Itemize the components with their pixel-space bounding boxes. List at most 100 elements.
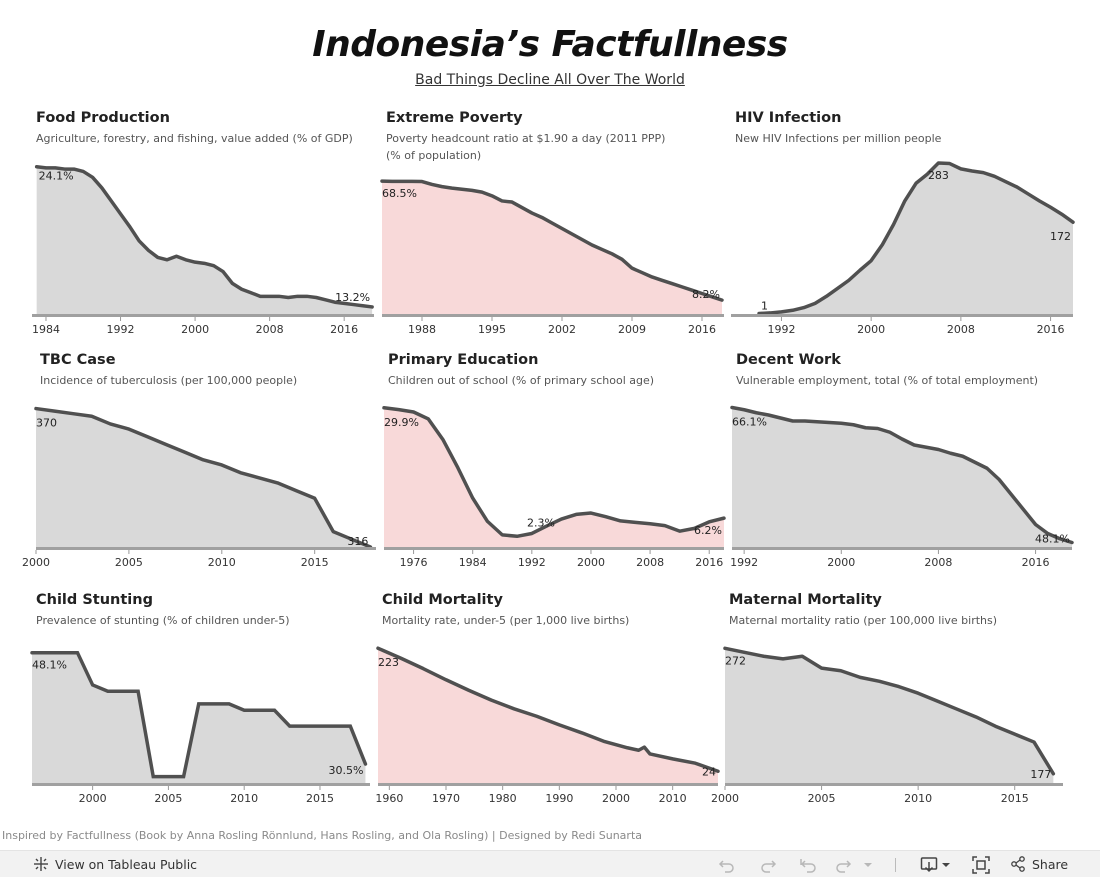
data-point[interactable] bbox=[1032, 740, 1036, 744]
fullscreen-icon[interactable] bbox=[972, 856, 990, 874]
data-point[interactable] bbox=[1015, 185, 1019, 189]
data-point[interactable] bbox=[314, 296, 318, 300]
data-point[interactable] bbox=[560, 226, 564, 230]
data-point[interactable] bbox=[824, 294, 828, 298]
data-point[interactable] bbox=[183, 450, 187, 454]
data-point[interactable] bbox=[440, 185, 444, 189]
data-point[interactable] bbox=[197, 702, 201, 706]
data-point[interactable] bbox=[512, 707, 516, 711]
series-line[interactable] bbox=[730, 405, 1074, 545]
data-point[interactable] bbox=[935, 699, 939, 703]
data-point[interactable] bbox=[530, 211, 534, 215]
data-point[interactable] bbox=[230, 281, 234, 285]
forward-icon[interactable] bbox=[835, 856, 853, 874]
data-point[interactable] bbox=[182, 775, 186, 779]
data-point[interactable] bbox=[540, 215, 544, 219]
data-point[interactable] bbox=[146, 248, 150, 252]
data-point[interactable] bbox=[716, 769, 720, 773]
data-point[interactable] bbox=[803, 419, 807, 423]
data-point[interactable] bbox=[936, 448, 940, 452]
data-point[interactable] bbox=[839, 421, 843, 425]
data-point[interactable] bbox=[108, 422, 112, 426]
data-point[interactable] bbox=[286, 296, 290, 300]
data-point[interactable] bbox=[580, 731, 584, 735]
data-point[interactable] bbox=[650, 275, 654, 279]
data-point[interactable] bbox=[802, 306, 806, 310]
data-point[interactable] bbox=[813, 301, 817, 305]
data-point[interactable] bbox=[864, 426, 868, 430]
data-point[interactable] bbox=[382, 406, 386, 410]
data-point[interactable] bbox=[791, 308, 795, 312]
data-point[interactable] bbox=[520, 206, 524, 210]
data-point[interactable] bbox=[221, 270, 225, 274]
data-point[interactable] bbox=[313, 496, 317, 500]
data-point[interactable] bbox=[485, 519, 489, 523]
data-point[interactable] bbox=[791, 419, 795, 423]
data-point[interactable] bbox=[742, 408, 746, 412]
data-point[interactable] bbox=[212, 264, 216, 268]
series-line[interactable] bbox=[34, 164, 374, 309]
data-point[interactable] bbox=[456, 466, 460, 470]
data-point[interactable] bbox=[570, 232, 574, 236]
data-point[interactable] bbox=[949, 451, 953, 455]
data-point[interactable] bbox=[948, 162, 952, 166]
data-point[interactable] bbox=[348, 724, 352, 728]
data-point[interactable] bbox=[869, 259, 873, 263]
data-point[interactable] bbox=[34, 407, 38, 411]
data-point[interactable] bbox=[535, 714, 539, 718]
data-point[interactable] bbox=[421, 667, 425, 671]
data-point[interactable] bbox=[81, 169, 85, 173]
data-point[interactable] bbox=[993, 174, 997, 178]
data-point[interactable] bbox=[730, 406, 734, 410]
dashboard-subtitle[interactable]: Bad Things Decline All Over The World bbox=[415, 72, 685, 88]
data-point[interactable] bbox=[648, 522, 652, 526]
data-point[interactable] bbox=[376, 646, 380, 650]
data-point[interactable] bbox=[880, 243, 884, 247]
data-point[interactable] bbox=[858, 675, 862, 679]
data-point[interactable] bbox=[184, 258, 188, 262]
data-point[interactable] bbox=[680, 285, 684, 289]
data-point[interactable] bbox=[268, 294, 272, 298]
data-point[interactable] bbox=[847, 278, 851, 282]
share-button[interactable]: Share bbox=[1010, 856, 1068, 872]
data-point[interactable] bbox=[981, 171, 985, 175]
data-point[interactable] bbox=[900, 437, 904, 441]
view-on-tableau-button[interactable]: View on Tableau Public bbox=[33, 856, 197, 872]
data-point[interactable] bbox=[820, 666, 824, 670]
data-point[interactable] bbox=[240, 287, 244, 291]
data-point[interactable] bbox=[324, 298, 328, 302]
data-point[interactable] bbox=[467, 688, 471, 692]
data-point[interactable] bbox=[227, 702, 231, 706]
data-point[interactable] bbox=[625, 746, 629, 750]
data-point[interactable] bbox=[1013, 732, 1017, 736]
series-line[interactable] bbox=[382, 406, 726, 539]
data-point[interactable] bbox=[936, 161, 940, 165]
data-point[interactable] bbox=[766, 413, 770, 417]
data-point[interactable] bbox=[1070, 541, 1074, 545]
data-point[interactable] bbox=[1021, 508, 1025, 512]
data-point[interactable] bbox=[897, 685, 901, 689]
data-point[interactable] bbox=[660, 278, 664, 282]
data-point[interactable] bbox=[603, 740, 607, 744]
data-point[interactable] bbox=[630, 266, 634, 270]
chart-maternal-mortality[interactable]: 2000 2005 2010 2015 272 177 bbox=[711, 635, 1063, 810]
data-point[interactable] bbox=[276, 481, 280, 485]
data-point[interactable] bbox=[876, 427, 880, 431]
data-point[interactable] bbox=[410, 179, 414, 183]
data-point[interactable] bbox=[600, 247, 604, 251]
data-point[interactable] bbox=[500, 533, 504, 537]
data-point[interactable] bbox=[151, 775, 155, 779]
data-point[interactable] bbox=[91, 175, 95, 179]
data-point[interactable] bbox=[238, 471, 242, 475]
chart-primary-education[interactable]: 1976 1984 1992 2000 2008 2016 29.9% 2.3% 6.2% bbox=[382, 395, 726, 573]
data-point[interactable] bbox=[127, 427, 131, 431]
data-point[interactable] bbox=[723, 646, 727, 650]
data-point[interactable] bbox=[851, 423, 855, 427]
data-point[interactable] bbox=[331, 530, 335, 534]
data-point[interactable] bbox=[249, 291, 253, 295]
data-point[interactable] bbox=[294, 489, 298, 493]
data-point[interactable] bbox=[858, 268, 862, 272]
data-point[interactable] bbox=[490, 194, 494, 198]
series-line[interactable] bbox=[34, 406, 373, 549]
data-point[interactable] bbox=[590, 243, 594, 247]
